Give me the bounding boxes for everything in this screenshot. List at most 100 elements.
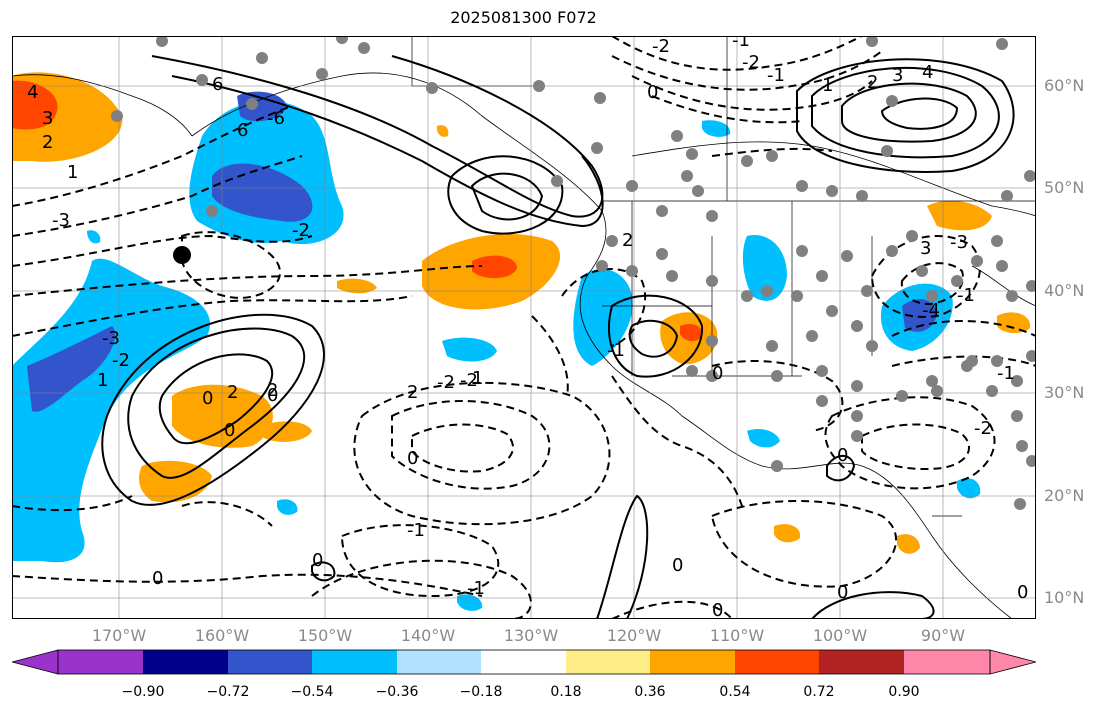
anomaly-negative-small-4 [747, 429, 780, 448]
negative-contours [12, 36, 1036, 619]
contour-label: 1 [97, 370, 108, 391]
lon-label: 110°W [709, 626, 765, 645]
contour-label: 0 [152, 568, 163, 589]
coastlines [12, 72, 1036, 619]
contour-label: 0 [407, 448, 418, 469]
contour-label: 6 [212, 74, 223, 95]
colorbar-tick-label: −0.54 [290, 684, 334, 700]
colorbar-tick-label: −0.72 [206, 684, 250, 700]
anomaly-negative-small-5 [277, 499, 298, 515]
lon-label: 120°W [606, 626, 662, 645]
anomaly-strong-positive-west [12, 80, 58, 130]
contour-label: -3 [102, 328, 120, 349]
contour-label: 0 [267, 385, 278, 406]
lon-label: 150°W [297, 626, 353, 645]
anomaly-strong-negative-midwest [902, 299, 937, 332]
contour-label: 0 [712, 363, 723, 384]
lat-label: 40°N [1044, 281, 1085, 300]
contour-label: -2 [652, 36, 670, 57]
weather-map: 4 3 2 1 -3 6 6 -6 -2 -3 -2 1 0 0 0 0 2 2… [12, 36, 1036, 619]
contour-label: 0 [224, 420, 235, 441]
colorbar-tick-label: 0.18 [550, 684, 582, 700]
colorbar-segment [481, 650, 566, 674]
contour-label: 0 [712, 600, 723, 619]
contour-label: -2 [974, 418, 992, 439]
contour-label: 1 [67, 162, 78, 183]
anomaly-positive-subtropic [172, 384, 273, 448]
map-title: 2025081300 F072 [450, 8, 597, 27]
anomaly-negative-small-2 [702, 120, 731, 137]
anomaly-negative-small-7 [87, 230, 101, 244]
lat-label: 50°N [1044, 178, 1085, 197]
lat-label: 10°N [1044, 588, 1085, 607]
contour-label: 0 [202, 388, 213, 409]
colorbar-segment [735, 650, 819, 674]
contour-label: 0 [837, 582, 848, 603]
contour-label: 6 [237, 120, 248, 141]
contour-label: 0 [1017, 582, 1028, 603]
lat-label: 20°N [1044, 486, 1085, 505]
lat-label: 30°N [1044, 383, 1085, 402]
anomaly-positive-small-4 [436, 125, 449, 137]
contour-label: -1 [467, 578, 485, 599]
colorbar-segment [819, 650, 904, 674]
anomaly-negative-small-6 [457, 594, 483, 611]
contour-label: 4 [922, 62, 933, 83]
contour-label: 0 [837, 445, 848, 466]
lon-label: 170°W [91, 626, 147, 645]
contour-label: 2 [267, 380, 278, 401]
colorbar-segment [58, 650, 143, 674]
anomaly-negative-california [573, 268, 633, 366]
contour-label: -2 [437, 372, 455, 393]
anomaly-negative-small-1 [442, 337, 497, 362]
black-marker [173, 246, 191, 264]
contour-label: 2 [407, 382, 418, 403]
colorbar-max-arrow [989, 649, 1036, 675]
lat-label: 60°N [1044, 76, 1085, 95]
political-borders [411, 36, 1036, 517]
contour-label: 1 [822, 75, 833, 96]
contour-label: -2 [460, 370, 478, 391]
colorbar-segment [566, 650, 650, 674]
anomaly-strong-positive-eastpac [472, 255, 517, 279]
contour-label: 1 [472, 368, 483, 389]
colorbar-tick-label: 0.36 [634, 684, 666, 700]
contour-label: 0 [647, 82, 658, 103]
contour-label: -1 [407, 520, 425, 541]
anomaly-positive-small-1 [337, 278, 377, 294]
anomaly-strong-negative-westpac [27, 326, 116, 412]
contour-label: -1 [607, 340, 625, 361]
contour-label: 3 [892, 65, 903, 86]
anomaly-strong-positive-arizona [680, 324, 703, 342]
colorbar-tick-label: −0.18 [459, 684, 503, 700]
contour-label: -3 [950, 232, 968, 253]
contour-label: -2 [292, 220, 310, 241]
lon-label: 90°W [920, 626, 966, 645]
colorbar-min-arrow [12, 649, 59, 675]
contour-labels: 4 3 2 1 -3 6 6 -6 -2 -3 -2 1 0 0 0 0 2 2… [27, 36, 1028, 619]
contour-label: -1 [997, 363, 1015, 384]
contour-label: 2 [42, 132, 53, 153]
contour-label: -4 [922, 300, 940, 321]
contour-label: 3 [920, 238, 931, 259]
colorbar-segment [312, 650, 397, 674]
anomaly-positive-small-2 [774, 524, 801, 543]
contour-label: 0 [672, 555, 683, 576]
contour-label: 0 [312, 550, 323, 571]
colorbar-tick-label: 0.54 [719, 684, 751, 700]
anomaly-positive-small-3 [897, 534, 920, 554]
lon-label: 140°W [400, 626, 456, 645]
anomaly-negative-westpac [12, 258, 210, 563]
lon-label: 100°W [812, 626, 868, 645]
positive-contours [101, 55, 1015, 619]
contour-label: 2 [622, 230, 633, 251]
contour-label: -1 [732, 36, 750, 51]
contour-label: 4 [27, 82, 38, 103]
colorbar-segment [904, 650, 990, 674]
lon-label: 160°W [194, 626, 250, 645]
contour-label: 2 [867, 72, 878, 93]
anomaly-positive-subtropic-east [262, 421, 312, 442]
colorbar-segment [650, 650, 735, 674]
contour-label: -1 [957, 285, 975, 306]
anomaly-negative-plains [742, 235, 787, 301]
